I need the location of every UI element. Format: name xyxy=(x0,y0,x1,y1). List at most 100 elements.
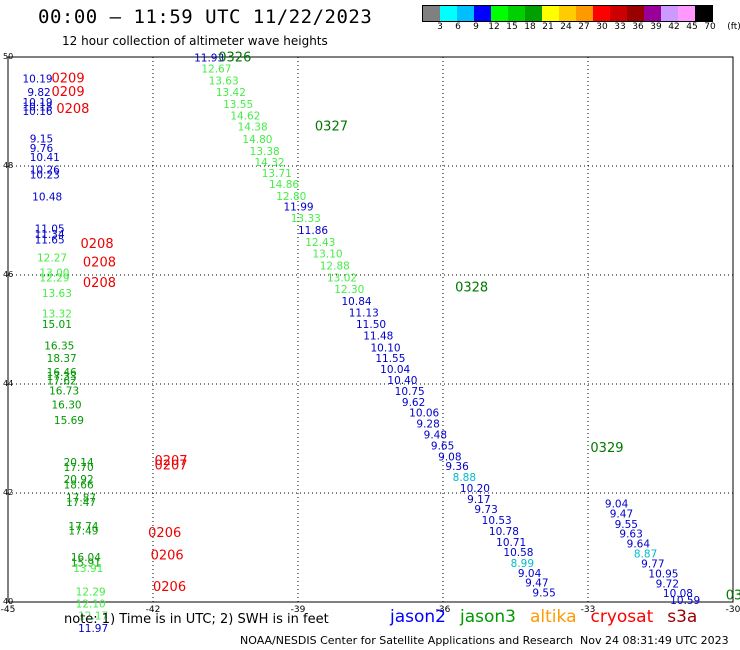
x-tick-label: -45 xyxy=(1,605,16,615)
satellite-name: cryosat xyxy=(590,607,654,627)
legend-swatch xyxy=(491,6,508,21)
legend-swatch xyxy=(576,6,593,21)
wave-height-label: 9.28 xyxy=(416,419,439,431)
pass-time-label: 0209 xyxy=(52,85,85,100)
wave-height-label: 10.04 xyxy=(380,364,410,376)
legend-unit: (ft) xyxy=(727,22,740,32)
legend-swatch xyxy=(627,6,644,21)
satellite-name: jason2 xyxy=(390,607,446,627)
wave-height-label: 10.48 xyxy=(32,191,62,203)
y-tick-label: 44 xyxy=(3,379,13,388)
wave-height-label: 14.86 xyxy=(269,179,299,191)
legend-label: 39 xyxy=(650,22,662,32)
legend-label: 45 xyxy=(686,22,698,32)
pass-time-label: 0330 xyxy=(726,588,740,603)
legend-label: 70 xyxy=(704,22,716,32)
wave-height-label: 15.69 xyxy=(54,415,84,427)
wave-height-label: 11.48 xyxy=(363,330,393,342)
wave-height-label: 12.27 xyxy=(37,252,67,264)
wave-height-label: 9.55 xyxy=(532,588,555,600)
wave-height-label: 17.47 xyxy=(66,497,96,509)
y-tick-label: 40 xyxy=(3,597,13,606)
wave-height-label: 13.38 xyxy=(250,146,280,158)
wave-height-label: 13.71 xyxy=(262,168,292,180)
x-tick-label: -42 xyxy=(146,605,161,615)
satellite-name: jason3 xyxy=(460,607,516,627)
legend-label: 18 xyxy=(524,22,536,32)
wave-height-label: 14.32 xyxy=(255,157,285,169)
wave-height-label: 9.72 xyxy=(656,578,679,590)
y-tick-label: 48 xyxy=(3,161,13,170)
wave-height-label: 13.33 xyxy=(291,213,321,225)
legend-swatch xyxy=(644,6,661,21)
wave-height-label: 16.04 xyxy=(71,552,101,564)
wave-height-label: 11.99 xyxy=(284,202,314,214)
legend-label: 12 xyxy=(488,22,500,32)
wave-height-label: 9.17 xyxy=(467,494,490,506)
legend-label: 6 xyxy=(455,22,461,32)
wave-height-label: 8.88 xyxy=(453,472,476,484)
wave-height-label: 12.30 xyxy=(334,284,364,296)
wave-height-label: 12.43 xyxy=(305,237,335,249)
wave-height-label: 20.92 xyxy=(64,474,94,486)
x-tick-label: -33 xyxy=(581,605,596,615)
wave-height-label: 9.65 xyxy=(431,440,454,452)
legend-swatch xyxy=(508,6,525,21)
legend-swatch xyxy=(695,6,712,21)
legend-swatch xyxy=(440,6,457,21)
wave-height-label: 9.73 xyxy=(474,504,497,516)
wave-height-label: 11.97 xyxy=(78,623,108,635)
wave-height-label: 14.62 xyxy=(230,111,260,123)
pass-time-label: 0208 xyxy=(81,237,114,252)
wave-height-label: 8.87 xyxy=(634,548,657,560)
wave-height-label: 15.01 xyxy=(42,319,72,331)
satellite-legend: jason2 jason3 altika cryosat s3a xyxy=(390,607,711,627)
wave-height-label: 16.73 xyxy=(49,385,79,397)
legend-swatch xyxy=(423,6,440,21)
pass-time-label: 0207 xyxy=(154,454,187,469)
legend-label: 21 xyxy=(542,22,554,32)
color-legend-bar xyxy=(422,5,713,22)
wave-height-label: 9.04 xyxy=(605,499,629,511)
wave-height-label: 10.40 xyxy=(387,375,417,387)
wave-height-label: 9.08 xyxy=(438,451,461,463)
pass-time-label: 0206 xyxy=(153,580,186,595)
wave-height-label: 9.82 xyxy=(27,87,50,99)
wave-height-label: 10.18 xyxy=(23,101,53,113)
wave-height-label: 12.10 xyxy=(76,598,106,610)
wave-height-label: 11.05 xyxy=(35,223,65,235)
wave-height-label: 17.49 xyxy=(68,525,98,537)
wave-height-label: 17.70 xyxy=(64,462,94,474)
x-tick-label: -36 xyxy=(436,605,451,615)
wave-height-label: 9.62 xyxy=(402,397,425,409)
wave-height-label: 10.75 xyxy=(395,386,425,398)
wave-height-label: 13.00 xyxy=(39,268,69,280)
wave-height-label: 14.80 xyxy=(242,134,272,146)
legend-swatch xyxy=(593,6,610,21)
wave-height-label: 13.55 xyxy=(223,99,253,111)
wave-height-label: 10.26 xyxy=(30,165,60,177)
wave-height-label: 10.95 xyxy=(648,568,678,580)
legend-swatch xyxy=(559,6,576,21)
pass-time-label: 0208 xyxy=(56,102,89,117)
wave-height-label: 9.47 xyxy=(610,509,633,521)
wave-height-label: 9.76 xyxy=(30,143,54,155)
wave-height-label: 10.78 xyxy=(489,526,519,538)
wave-height-label: 11.13 xyxy=(349,307,379,319)
pass-time-label: 0206 xyxy=(151,548,184,563)
legend-swatch xyxy=(542,6,559,21)
wave-height-label: 13.10 xyxy=(313,249,343,261)
wave-height-label: 12.17 xyxy=(78,610,108,622)
wave-height-label: 13.02 xyxy=(327,273,357,285)
wave-height-label: 10.23 xyxy=(30,170,60,182)
wave-height-label: 13.32 xyxy=(42,309,72,321)
pass-time-label: 0209 xyxy=(52,72,85,87)
satellite-name: altika xyxy=(530,607,577,627)
wave-height-label: 9.48 xyxy=(424,430,447,442)
wave-height-label: 9.77 xyxy=(641,559,664,571)
pass-time-label: 0208 xyxy=(83,276,116,291)
wave-height-label: 10.06 xyxy=(409,408,439,420)
wave-height-label: 20.14 xyxy=(64,457,94,469)
satellite-name: s3a xyxy=(667,607,698,627)
